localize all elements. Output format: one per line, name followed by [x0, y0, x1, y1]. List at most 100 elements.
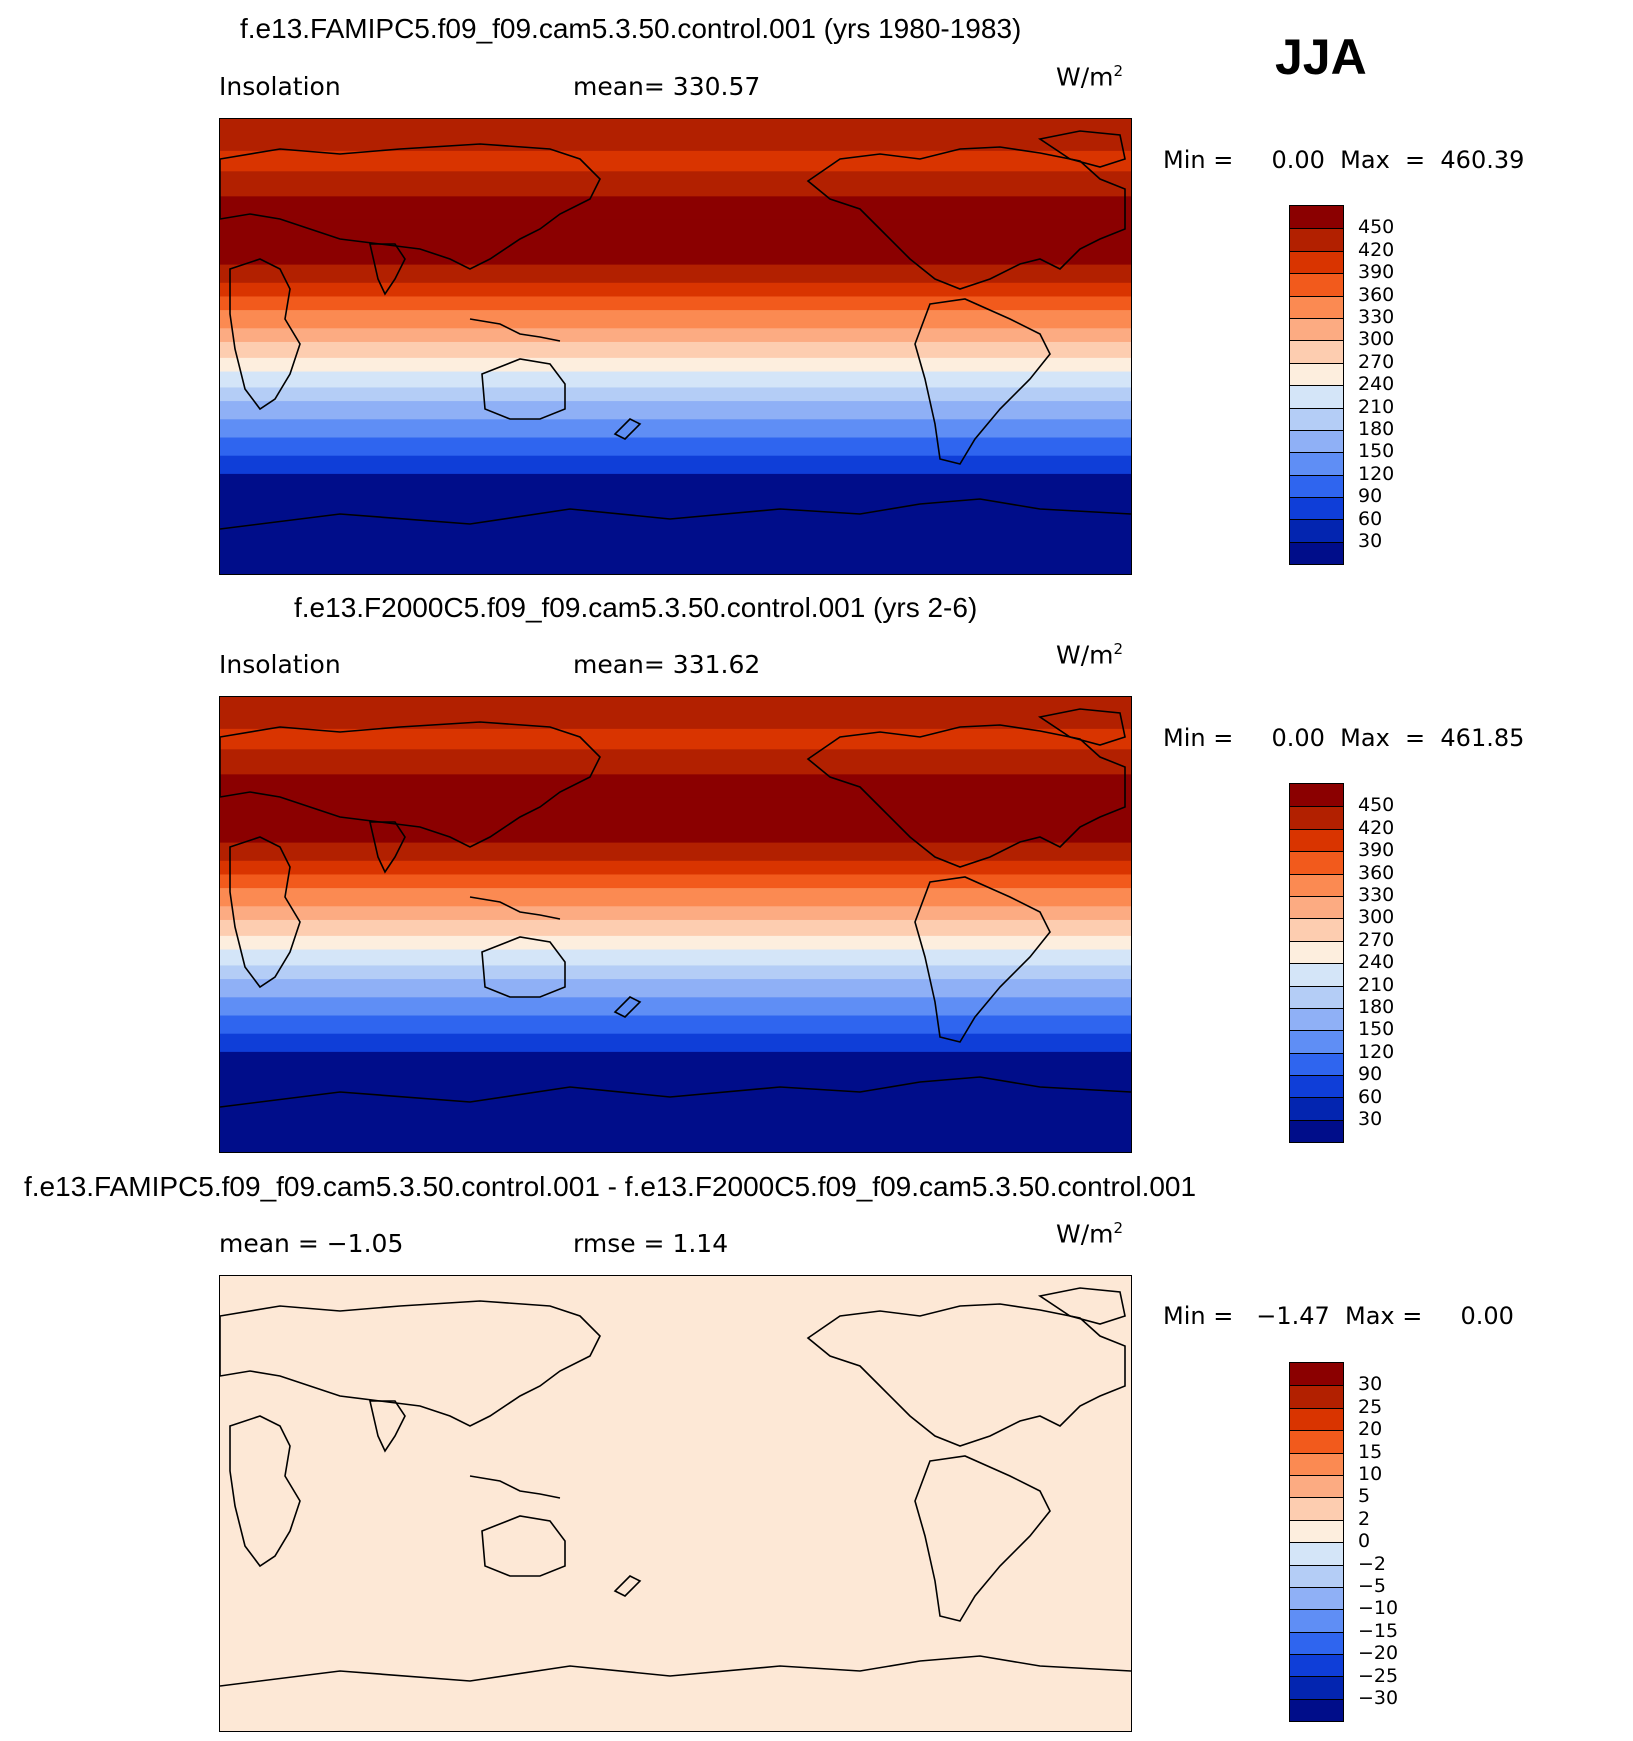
insolation-band [220, 774, 1131, 799]
coastline [469, 896, 561, 920]
colorbar-swatch [1290, 497, 1343, 520]
colorbar-tick-label: 330 [1358, 884, 1395, 906]
colorbar-swatch [1290, 452, 1343, 475]
insolation-band [220, 150, 1131, 173]
coastline [220, 1076, 1131, 1108]
colorbar-tick-label: 30 [1358, 1108, 1383, 1130]
colorbar-swatch [1290, 1119, 1343, 1143]
colorbar-tick-label: −5 [1358, 1575, 1387, 1597]
colorbar-tick-label: 300 [1358, 328, 1395, 351]
coastline [229, 836, 301, 989]
coastline [229, 258, 301, 411]
panel-1-title: f.e13.FAMIPC5.f09_f09.cam5.3.50.control.… [240, 13, 1022, 44]
colorbar-swatch [1290, 519, 1343, 542]
colorbar-tick-label: 120 [1358, 462, 1395, 485]
colorbar-tick-label: 0 [1358, 1530, 1371, 1553]
coastline [469, 318, 561, 342]
colorbar-swatch [1290, 1452, 1343, 1475]
coastline [220, 1300, 601, 1427]
map-canvas [220, 697, 1131, 1152]
map-canvas [220, 119, 1131, 574]
insolation-band [220, 1051, 1131, 1152]
insolation-band [220, 935, 1131, 951]
colorbar-tick-label: 240 [1358, 373, 1395, 396]
insolation-band [220, 949, 1131, 967]
colorbar-swatch [1290, 1474, 1343, 1498]
colorbar-tick-label: 360 [1358, 861, 1395, 884]
colorbar-swatch [1290, 1363, 1343, 1386]
colorbar-swatch [1290, 429, 1343, 453]
insolation-band [220, 401, 1131, 421]
colorbar-swatch [1290, 784, 1343, 807]
coastline [469, 1475, 561, 1499]
coastline [806, 146, 1126, 290]
insolation-band [220, 219, 1131, 266]
panel-3-left-label: mean = −1.05 [219, 1229, 404, 1258]
colorbar-tick-label: 2 [1358, 1507, 1371, 1530]
insolation-band [220, 749, 1131, 776]
colorbar-swatch [1290, 362, 1343, 386]
panel-3-map [219, 1275, 1132, 1732]
coastline [220, 721, 601, 848]
colorbar-tick-label: 180 [1358, 418, 1395, 440]
colorbar-tick-label: 450 [1358, 794, 1395, 817]
panel-2-colorbar [1289, 783, 1344, 1144]
colorbar-tick-label: 60 [1358, 507, 1383, 530]
insolation-band [220, 341, 1131, 359]
colorbar-swatch [1290, 1097, 1343, 1120]
colorbar-tick-label: 450 [1358, 216, 1395, 239]
colorbar-swatch [1290, 1698, 1343, 1722]
insolation-band [220, 296, 1131, 312]
insolation-band [220, 171, 1131, 198]
insolation-band [220, 310, 1131, 330]
insolation-band [220, 1015, 1131, 1035]
colorbar-swatch [1290, 317, 1343, 341]
colorbar-swatch [1290, 385, 1343, 408]
colorbar-swatch [1290, 1586, 1343, 1610]
colorbar-tick-label: 390 [1358, 261, 1395, 284]
colorbar-tick-label: 150 [1358, 440, 1395, 463]
map-canvas [220, 1276, 1131, 1731]
colorbar-tick-label: 270 [1358, 350, 1395, 373]
panel-1-center-label: mean= 330.57 [573, 72, 761, 101]
colorbar-swatch [1290, 1007, 1343, 1031]
insolation-band [220, 437, 1131, 457]
colorbar-swatch [1290, 828, 1343, 852]
colorbar-swatch [1290, 1564, 1343, 1587]
insolation-band [220, 979, 1131, 999]
panel-2-title: f.e13.F2000C5.f09_f09.cam5.3.50.control.… [294, 592, 978, 623]
panel-3-colorbar [1289, 1362, 1344, 1723]
colorbar-swatch [1290, 873, 1343, 896]
coastline [1037, 1287, 1126, 1325]
panel-1-units: W/m2 [1056, 62, 1124, 92]
colorbar-swatch [1290, 1519, 1343, 1543]
coastline [1037, 708, 1126, 746]
colorbar-swatch [1290, 1052, 1343, 1076]
colorbar-tick-label: 240 [1358, 951, 1395, 974]
insolation-band [220, 419, 1131, 439]
colorbar-tick-label: 25 [1358, 1395, 1383, 1418]
panel-3-title: f.e13.FAMIPC5.f09_f09.cam5.3.50.control.… [24, 1171, 1197, 1202]
colorbar-swatch [1290, 895, 1343, 919]
colorbar-tick-label: −10 [1358, 1597, 1399, 1620]
panel-3-units: W/m2 [1056, 1219, 1124, 1249]
coastline [1037, 130, 1126, 168]
colorbar-swatch [1290, 1030, 1343, 1053]
colorbar-swatch [1290, 1631, 1343, 1655]
colorbar-tick-label: −30 [1358, 1687, 1399, 1709]
insolation-band [220, 455, 1131, 475]
insolation-band [220, 264, 1131, 284]
colorbar-swatch [1290, 1542, 1343, 1565]
panel-1-map [219, 118, 1132, 575]
insolation-band [220, 119, 1131, 152]
insolation-band [220, 371, 1131, 389]
insolation-band [220, 997, 1131, 1017]
colorbar-tick-label: 5 [1358, 1485, 1371, 1508]
panel-1-left-label: Insolation [219, 72, 341, 101]
insolation-band [220, 888, 1131, 908]
coastline [481, 1515, 566, 1577]
coastline [220, 498, 1131, 530]
coastline [481, 358, 566, 420]
insolation-band [220, 1033, 1131, 1053]
colorbar-tick-label: 30 [1358, 1373, 1383, 1396]
